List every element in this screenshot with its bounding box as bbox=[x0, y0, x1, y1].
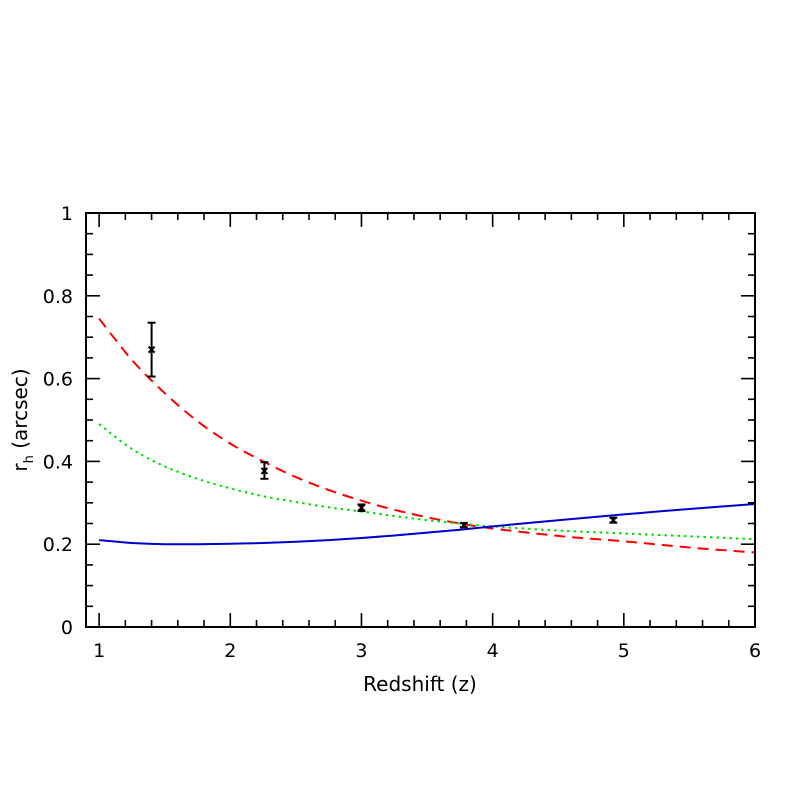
x-tick-label: 1 bbox=[93, 640, 105, 662]
point-marker bbox=[609, 516, 618, 524]
data-point bbox=[357, 503, 366, 513]
data-points bbox=[147, 321, 618, 529]
model-curve-dotted bbox=[98, 423, 756, 541]
point-marker bbox=[260, 467, 269, 475]
y-tick-label: 0.6 bbox=[43, 369, 73, 391]
x-tick-label: 3 bbox=[355, 640, 367, 662]
x-tick-label: 6 bbox=[749, 640, 761, 662]
y-axis-label: rh (arcsec) bbox=[8, 368, 37, 471]
data-point bbox=[459, 521, 468, 529]
model-curves bbox=[98, 317, 756, 554]
x-tick-label: 4 bbox=[487, 640, 499, 662]
y-tick-label: 0.8 bbox=[43, 286, 73, 308]
axis-ticks bbox=[86, 212, 756, 628]
plot-frame bbox=[85, 212, 756, 628]
y-axis-label-subscript: h bbox=[22, 455, 37, 463]
y-tick-labels: 0 0.2 0.4 0.6 0.8 1 bbox=[43, 203, 73, 639]
x-tick-labels: 1 2 3 4 5 6 bbox=[93, 640, 761, 662]
data-point bbox=[147, 321, 156, 378]
data-point bbox=[609, 516, 618, 524]
y-tick-label: 0.4 bbox=[43, 451, 73, 473]
point-marker bbox=[357, 504, 366, 512]
y-axis-label-main: r bbox=[8, 463, 32, 472]
point-marker bbox=[460, 521, 468, 529]
x-tick-label: 2 bbox=[224, 640, 236, 662]
model-curve-dashed bbox=[98, 317, 756, 554]
y-axis-label-unit: (arcsec) bbox=[8, 368, 32, 455]
data-point bbox=[260, 461, 269, 480]
y-tick-label: 1 bbox=[61, 203, 73, 225]
x-tick-label: 5 bbox=[618, 640, 630, 662]
x-axis-label: Redshift (z) bbox=[363, 672, 477, 696]
y-tick-label: 0 bbox=[61, 617, 73, 639]
point-marker bbox=[147, 345, 156, 354]
model-curve-solid bbox=[99, 503, 756, 546]
y-tick-label: 0.2 bbox=[43, 534, 73, 556]
